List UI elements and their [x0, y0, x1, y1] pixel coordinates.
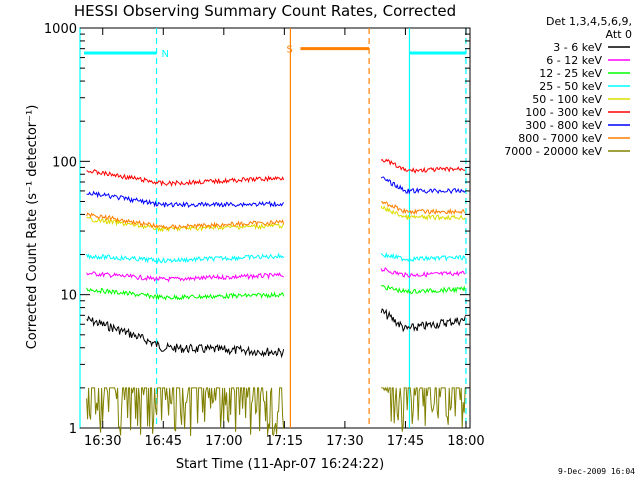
x-tick-label-4: 17:30 — [326, 434, 363, 449]
series-line-6-1 — [380, 176, 466, 195]
series-line-4-0 — [86, 216, 285, 233]
y-axis: 1 10 100 1000 — [44, 22, 470, 437]
series-line-1-1 — [380, 267, 466, 278]
series-line-0-0 — [86, 315, 285, 359]
x-axis-label: Start Time (11-Apr-07 16:24:22) — [176, 457, 384, 472]
x-tick-label-6: 18:00 — [447, 434, 484, 449]
x-tick-label-3: 17:15 — [266, 434, 303, 449]
chart-title: HESSI Observing Summary Count Rates, Cor… — [74, 2, 456, 20]
legend-label-7: 800 - 7000 keV — [518, 132, 602, 145]
legend-label-0: 3 - 6 keV — [553, 41, 602, 54]
series-line-5-0 — [86, 168, 285, 188]
series-line-6-0 — [86, 190, 285, 209]
series-line-2-0 — [86, 287, 285, 301]
annotation-label-2: S — [286, 45, 292, 56]
series-line-0-1 — [380, 308, 466, 333]
series-line-8-0 — [86, 387, 285, 437]
series-line-5-1 — [380, 158, 466, 174]
y-tick-label-3: 1000 — [44, 22, 77, 37]
x-tick-label-1: 16:45 — [145, 434, 182, 449]
x-tick-label-0: 16:30 — [84, 434, 121, 449]
series-line-7-0 — [86, 212, 285, 231]
legend-label-2: 12 - 25 keV — [539, 67, 602, 80]
x-tick-label-5: 17:45 — [387, 434, 424, 449]
legend-label-1: 6 - 12 keV — [546, 54, 602, 67]
x-axis: 16:30 16:45 17:00 17:15 17:30 17:45 18:00 — [84, 28, 485, 449]
series-line-1-0 — [86, 271, 284, 283]
y-tick-label-2: 100 — [52, 155, 77, 170]
series-line-3-0 — [86, 252, 285, 264]
series-line-2-1 — [380, 284, 466, 295]
legend-label-4: 50 - 100 keV — [532, 93, 602, 106]
legend-label-5: 100 - 300 keV — [525, 106, 602, 119]
legend-header: Det 1,3,4,5,6,9, — [546, 15, 632, 28]
series-line-3-1 — [380, 251, 466, 263]
series-line-7-1 — [380, 201, 466, 215]
y-axis-label: Corrected Count Rate (s⁻¹ detector⁻¹) — [25, 105, 40, 350]
legend-label-3: 25 - 50 keV — [539, 80, 602, 93]
footer-timestamp: 9-Dec-2009 16:04 — [558, 467, 635, 476]
series-line-8-1 — [381, 386, 466, 432]
x-tick-label-2: 17:00 — [205, 434, 242, 449]
y-tick-label-1: 10 — [60, 289, 77, 304]
legend-label-8: 7000 - 20000 keV — [504, 145, 602, 158]
legend-header-att: Att 0 — [606, 28, 632, 41]
series-line-4-1 — [380, 205, 466, 221]
legend-label-6: 300 - 800 keV — [525, 119, 602, 132]
annotation-label-0: N — [162, 49, 169, 60]
y-tick-label-0: 1 — [69, 422, 77, 437]
